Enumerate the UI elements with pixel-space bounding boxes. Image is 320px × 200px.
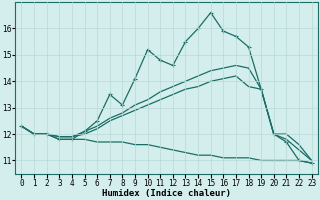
X-axis label: Humidex (Indice chaleur): Humidex (Indice chaleur)	[102, 189, 231, 198]
